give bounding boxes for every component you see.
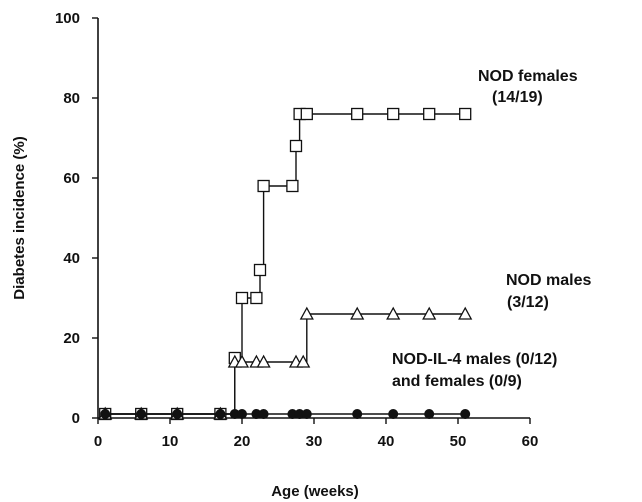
y-tick-label: 0 <box>72 410 80 427</box>
data-point <box>237 409 247 419</box>
data-point <box>296 354 311 368</box>
axes: 0 10 20 30 40 50 60 0 20 40 60 80 100 Age (weeks) Diab… <box>11 10 538 500</box>
x-tick-label: 20 <box>234 433 251 450</box>
data-point <box>136 409 147 419</box>
y-axis-title: Diabetes incidence (%) <box>11 136 28 299</box>
x-tick-label: 10 <box>162 433 179 450</box>
data-point <box>351 107 364 121</box>
annotation-nod-males-line-1: NOD males <box>506 272 591 289</box>
annotation-nod-il4-line-1: NOD-IL-4 males (0/12) <box>392 351 557 368</box>
data-point <box>172 409 183 419</box>
data-point <box>256 354 271 368</box>
data-point <box>300 107 313 121</box>
annotations: NOD females (14/19) NOD males (3/12) NOD-IL-… <box>392 68 591 390</box>
annotation-nod-females-line-1: NOD females <box>478 68 578 85</box>
data-point <box>424 409 435 419</box>
y-tick-label: 40 <box>63 250 80 267</box>
data-point <box>234 354 250 368</box>
data-point <box>352 409 363 419</box>
x-tick-label: 30 <box>306 433 323 450</box>
y-tick-label: 100 <box>55 10 80 27</box>
series-nod-il-4-males-and-females <box>100 409 471 419</box>
data-point <box>286 179 299 193</box>
y-tick-label: 20 <box>63 330 80 347</box>
data-point <box>350 306 365 320</box>
x-tick-label: 60 <box>522 433 539 450</box>
data-point <box>253 263 267 277</box>
data-point <box>235 291 249 305</box>
series-layer <box>98 107 473 421</box>
x-tick-label: 0 <box>94 433 102 450</box>
data-point <box>100 409 111 419</box>
data-point <box>229 409 240 419</box>
data-point <box>251 409 262 419</box>
data-point <box>388 409 399 419</box>
data-point <box>299 306 314 320</box>
data-point <box>250 291 263 305</box>
data-point <box>258 409 269 419</box>
annotation-nod-il4-line-2: and females (0/9) <box>392 373 522 390</box>
data-point <box>423 107 436 121</box>
y-tick-label: 80 <box>63 90 80 107</box>
data-point <box>294 409 305 419</box>
data-point <box>386 306 401 320</box>
series-line <box>105 113 466 415</box>
data-point <box>458 306 473 320</box>
data-point <box>459 107 472 121</box>
annotation-nod-males-line-2: (3/12) <box>507 294 549 311</box>
data-point <box>289 139 303 153</box>
annotation-nod-females-line-2: (14/19) <box>492 89 543 106</box>
x-tick-label: 40 <box>378 433 395 450</box>
data-point <box>387 107 400 121</box>
x-axis-title: Age (weeks) <box>271 483 359 500</box>
x-tick-label: 50 <box>450 433 467 450</box>
data-point <box>257 179 270 193</box>
y-tick-label: 60 <box>63 170 80 187</box>
data-point <box>287 409 298 419</box>
data-point <box>422 306 437 320</box>
data-point <box>460 409 471 419</box>
data-point <box>301 409 312 419</box>
data-point <box>215 409 226 419</box>
